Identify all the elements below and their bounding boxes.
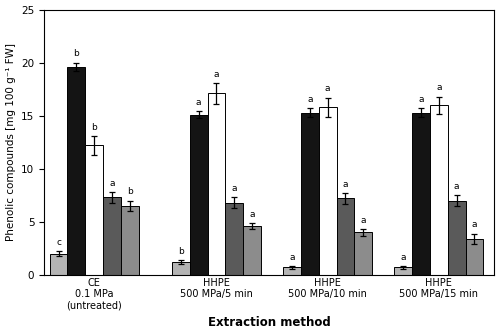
Text: a: a	[232, 184, 237, 193]
Text: c: c	[56, 238, 61, 247]
Text: a: a	[250, 210, 255, 219]
Y-axis label: Phenolic compounds [mg 100 g⁻¹ FW]: Phenolic compounds [mg 100 g⁻¹ FW]	[6, 43, 16, 241]
Text: a: a	[325, 84, 330, 93]
Text: a: a	[472, 220, 477, 229]
Text: a: a	[196, 98, 202, 107]
Bar	[430, 105, 448, 275]
Text: a: a	[290, 253, 295, 262]
Text: a: a	[454, 182, 460, 191]
Bar	[85, 145, 103, 275]
Text: b: b	[178, 247, 184, 256]
Bar	[226, 203, 243, 275]
Bar	[103, 197, 121, 275]
Bar	[301, 113, 318, 275]
Bar	[318, 107, 336, 275]
Text: a: a	[214, 70, 219, 78]
Text: a: a	[307, 95, 312, 104]
Bar	[121, 206, 138, 275]
Text: b: b	[127, 187, 132, 196]
X-axis label: Extraction method: Extraction method	[208, 317, 330, 329]
Text: b: b	[91, 123, 97, 132]
Text: b: b	[74, 49, 79, 58]
Bar	[336, 199, 354, 275]
Bar	[68, 67, 85, 275]
Bar	[283, 267, 301, 275]
Bar	[190, 115, 208, 275]
Text: a: a	[418, 95, 424, 104]
Text: a: a	[109, 179, 114, 188]
Bar	[50, 254, 68, 275]
Bar	[394, 267, 412, 275]
Bar	[448, 201, 466, 275]
Text: a: a	[400, 253, 406, 262]
Bar	[208, 93, 226, 275]
Text: a: a	[360, 216, 366, 225]
Bar	[243, 226, 261, 275]
Bar	[466, 239, 483, 275]
Text: a: a	[436, 83, 442, 92]
Bar	[172, 262, 190, 275]
Text: a: a	[342, 180, 348, 189]
Bar	[354, 232, 372, 275]
Bar	[412, 113, 430, 275]
